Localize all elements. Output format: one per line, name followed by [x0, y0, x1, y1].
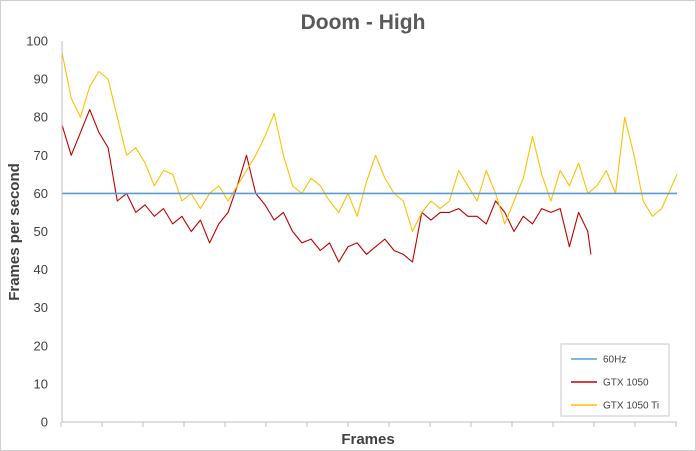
legend-label: GTX 1050 — [603, 378, 649, 389]
x-axis-title: Frames — [341, 431, 394, 448]
x-axis-ticks — [60, 422, 677, 427]
y-tick-label: 40 — [34, 262, 48, 277]
legend-label: GTX 1050 Ti — [603, 401, 659, 412]
chart-title: Doom - High — [301, 11, 426, 34]
y-tick-label: 90 — [34, 72, 48, 87]
y-tick-label: 100 — [26, 34, 48, 49]
legend: 60Hz GTX 1050 GTX 1050 Ti — [560, 343, 670, 417]
y-tick-label: 30 — [34, 300, 48, 315]
y-axis-title: Frames per second — [6, 163, 23, 301]
y-tick-label: 60 — [34, 186, 48, 201]
y-tick-label: 20 — [34, 338, 48, 353]
series-line-gtx-1050 — [61, 109, 592, 263]
series-layer — [61, 52, 678, 263]
y-tick-label: 80 — [34, 110, 48, 125]
legend-label: 60Hz — [603, 355, 626, 366]
legend-box — [560, 343, 670, 417]
y-tick-label: 0 — [41, 415, 48, 430]
series-line-gtx-1050-ti — [61, 52, 678, 233]
y-tick-label: 50 — [34, 224, 48, 239]
y-tick-label: 10 — [34, 376, 48, 391]
y-tick-label: 70 — [34, 148, 48, 163]
y-axis-ticks: 0 10 20 30 40 50 60 70 80 90 100 — [26, 34, 48, 430]
